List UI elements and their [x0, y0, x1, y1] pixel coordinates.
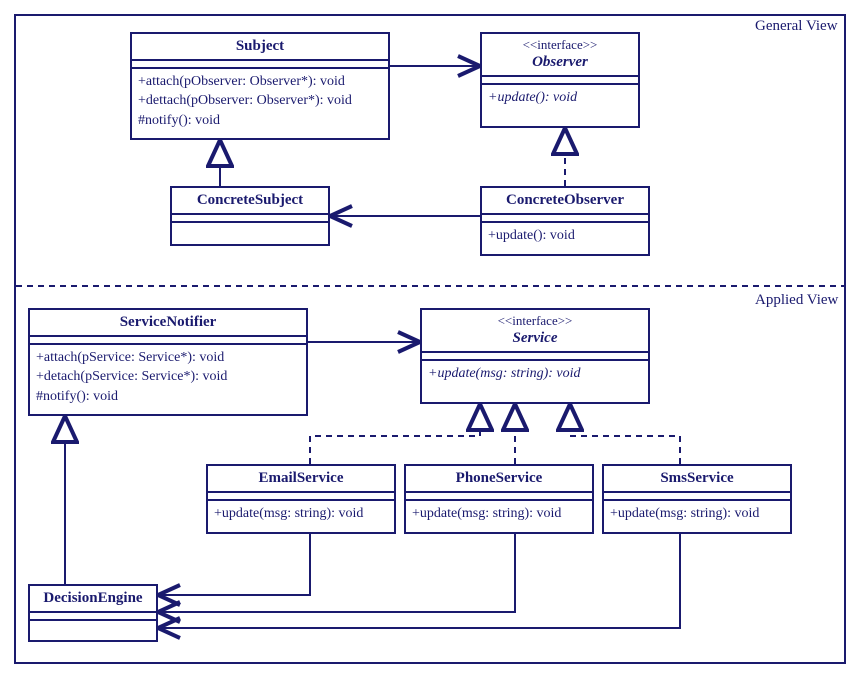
class-service-ops: +update(msg: string): void [422, 361, 648, 387]
class-serviceNotifier-op-2: #notify(): void [36, 387, 300, 407]
class-serviceNotifier-ops: +attach(pService: Service*): void+detach… [30, 345, 306, 410]
class-phoneService-name: PhoneService [412, 469, 586, 488]
class-concreteObserver-ops: +update(): void [482, 223, 648, 249]
class-emailService-name: EmailService [214, 469, 388, 488]
class-serviceNotifier-op-0: +attach(pService: Service*): void [36, 348, 300, 368]
label-applied-view: Applied View [755, 292, 838, 309]
class-smsService-attrs [604, 493, 790, 501]
class-decisionEngine-ops [30, 621, 156, 633]
class-concreteObserver-name: ConcreteObserver [488, 191, 642, 210]
class-concreteSubject-name: ConcreteSubject [178, 191, 322, 210]
class-decisionEngine-attrs [30, 613, 156, 621]
class-service: <<interface>>Service +update(msg: string)… [420, 308, 650, 404]
class-smsService-ops: +update(msg: string): void [604, 501, 790, 527]
class-concreteSubject: ConcreteSubject [170, 186, 330, 246]
class-phoneService-op-0: +update(msg: string): void [412, 504, 586, 524]
class-observer-title: <<interface>>Observer [482, 34, 638, 77]
class-serviceNotifier-op-1: +detach(pService: Service*): void [36, 367, 300, 387]
class-observer-stereo: <<interface>> [488, 37, 632, 53]
class-phoneService-ops: +update(msg: string): void [406, 501, 592, 527]
class-concreteObserver-op-0: +update(): void [488, 226, 642, 246]
class-smsService-title: SmsService [604, 466, 790, 493]
class-observer-ops: +update(): void [482, 85, 638, 111]
class-serviceNotifier-attrs [30, 337, 306, 345]
class-observer-op-0: +update(): void [488, 88, 632, 108]
class-subject-attrs [132, 61, 388, 69]
class-concreteObserver-attrs [482, 215, 648, 223]
class-concreteObserver: ConcreteObserver +update(): void [480, 186, 650, 256]
class-smsService: SmsService +update(msg: string): void [602, 464, 792, 534]
class-subject-ops: +attach(pObserver: Observer*): void+dett… [132, 69, 388, 134]
class-service-stereo: <<interface>> [428, 313, 642, 329]
class-serviceNotifier: ServiceNotifier +attach(pService: Service… [28, 308, 308, 416]
class-subject-name: Subject [138, 37, 382, 56]
class-service-name: Service [428, 329, 642, 348]
class-phoneService-title: PhoneService [406, 466, 592, 493]
class-decisionEngine: DecisionEngine [28, 584, 158, 642]
class-decisionEngine-name: DecisionEngine [36, 589, 150, 608]
class-serviceNotifier-title: ServiceNotifier [30, 310, 306, 337]
class-subject-op-1: +dettach(pObserver: Observer*): void [138, 91, 382, 111]
class-subject-title: Subject [132, 34, 388, 61]
label-general-view: General View [755, 18, 838, 35]
class-emailService: EmailService +update(msg: string): void [206, 464, 396, 534]
class-service-attrs [422, 353, 648, 361]
class-subject: Subject +attach(pObserver: Observer*): vo… [130, 32, 390, 140]
class-smsService-name: SmsService [610, 469, 784, 488]
class-observer: <<interface>>Observer +update(): void [480, 32, 640, 128]
class-service-title: <<interface>>Service [422, 310, 648, 353]
class-concreteSubject-attrs [172, 215, 328, 223]
class-observer-attrs [482, 77, 638, 85]
class-emailService-op-0: +update(msg: string): void [214, 504, 388, 524]
class-concreteSubject-title: ConcreteSubject [172, 188, 328, 215]
class-emailService-attrs [208, 493, 394, 501]
class-phoneService: PhoneService +update(msg: string): void [404, 464, 594, 534]
class-smsService-op-0: +update(msg: string): void [610, 504, 784, 524]
class-concreteSubject-ops [172, 223, 328, 235]
class-subject-op-2: #notify(): void [138, 111, 382, 131]
diagram-canvas: General View Applied View Subject +attach… [10, 10, 854, 670]
class-emailService-title: EmailService [208, 466, 394, 493]
class-decisionEngine-title: DecisionEngine [30, 586, 156, 613]
class-phoneService-attrs [406, 493, 592, 501]
class-observer-name: Observer [488, 53, 632, 72]
class-subject-op-0: +attach(pObserver: Observer*): void [138, 72, 382, 92]
class-serviceNotifier-name: ServiceNotifier [36, 313, 300, 332]
class-emailService-ops: +update(msg: string): void [208, 501, 394, 527]
class-service-op-0: +update(msg: string): void [428, 364, 642, 384]
class-concreteObserver-title: ConcreteObserver [482, 188, 648, 215]
